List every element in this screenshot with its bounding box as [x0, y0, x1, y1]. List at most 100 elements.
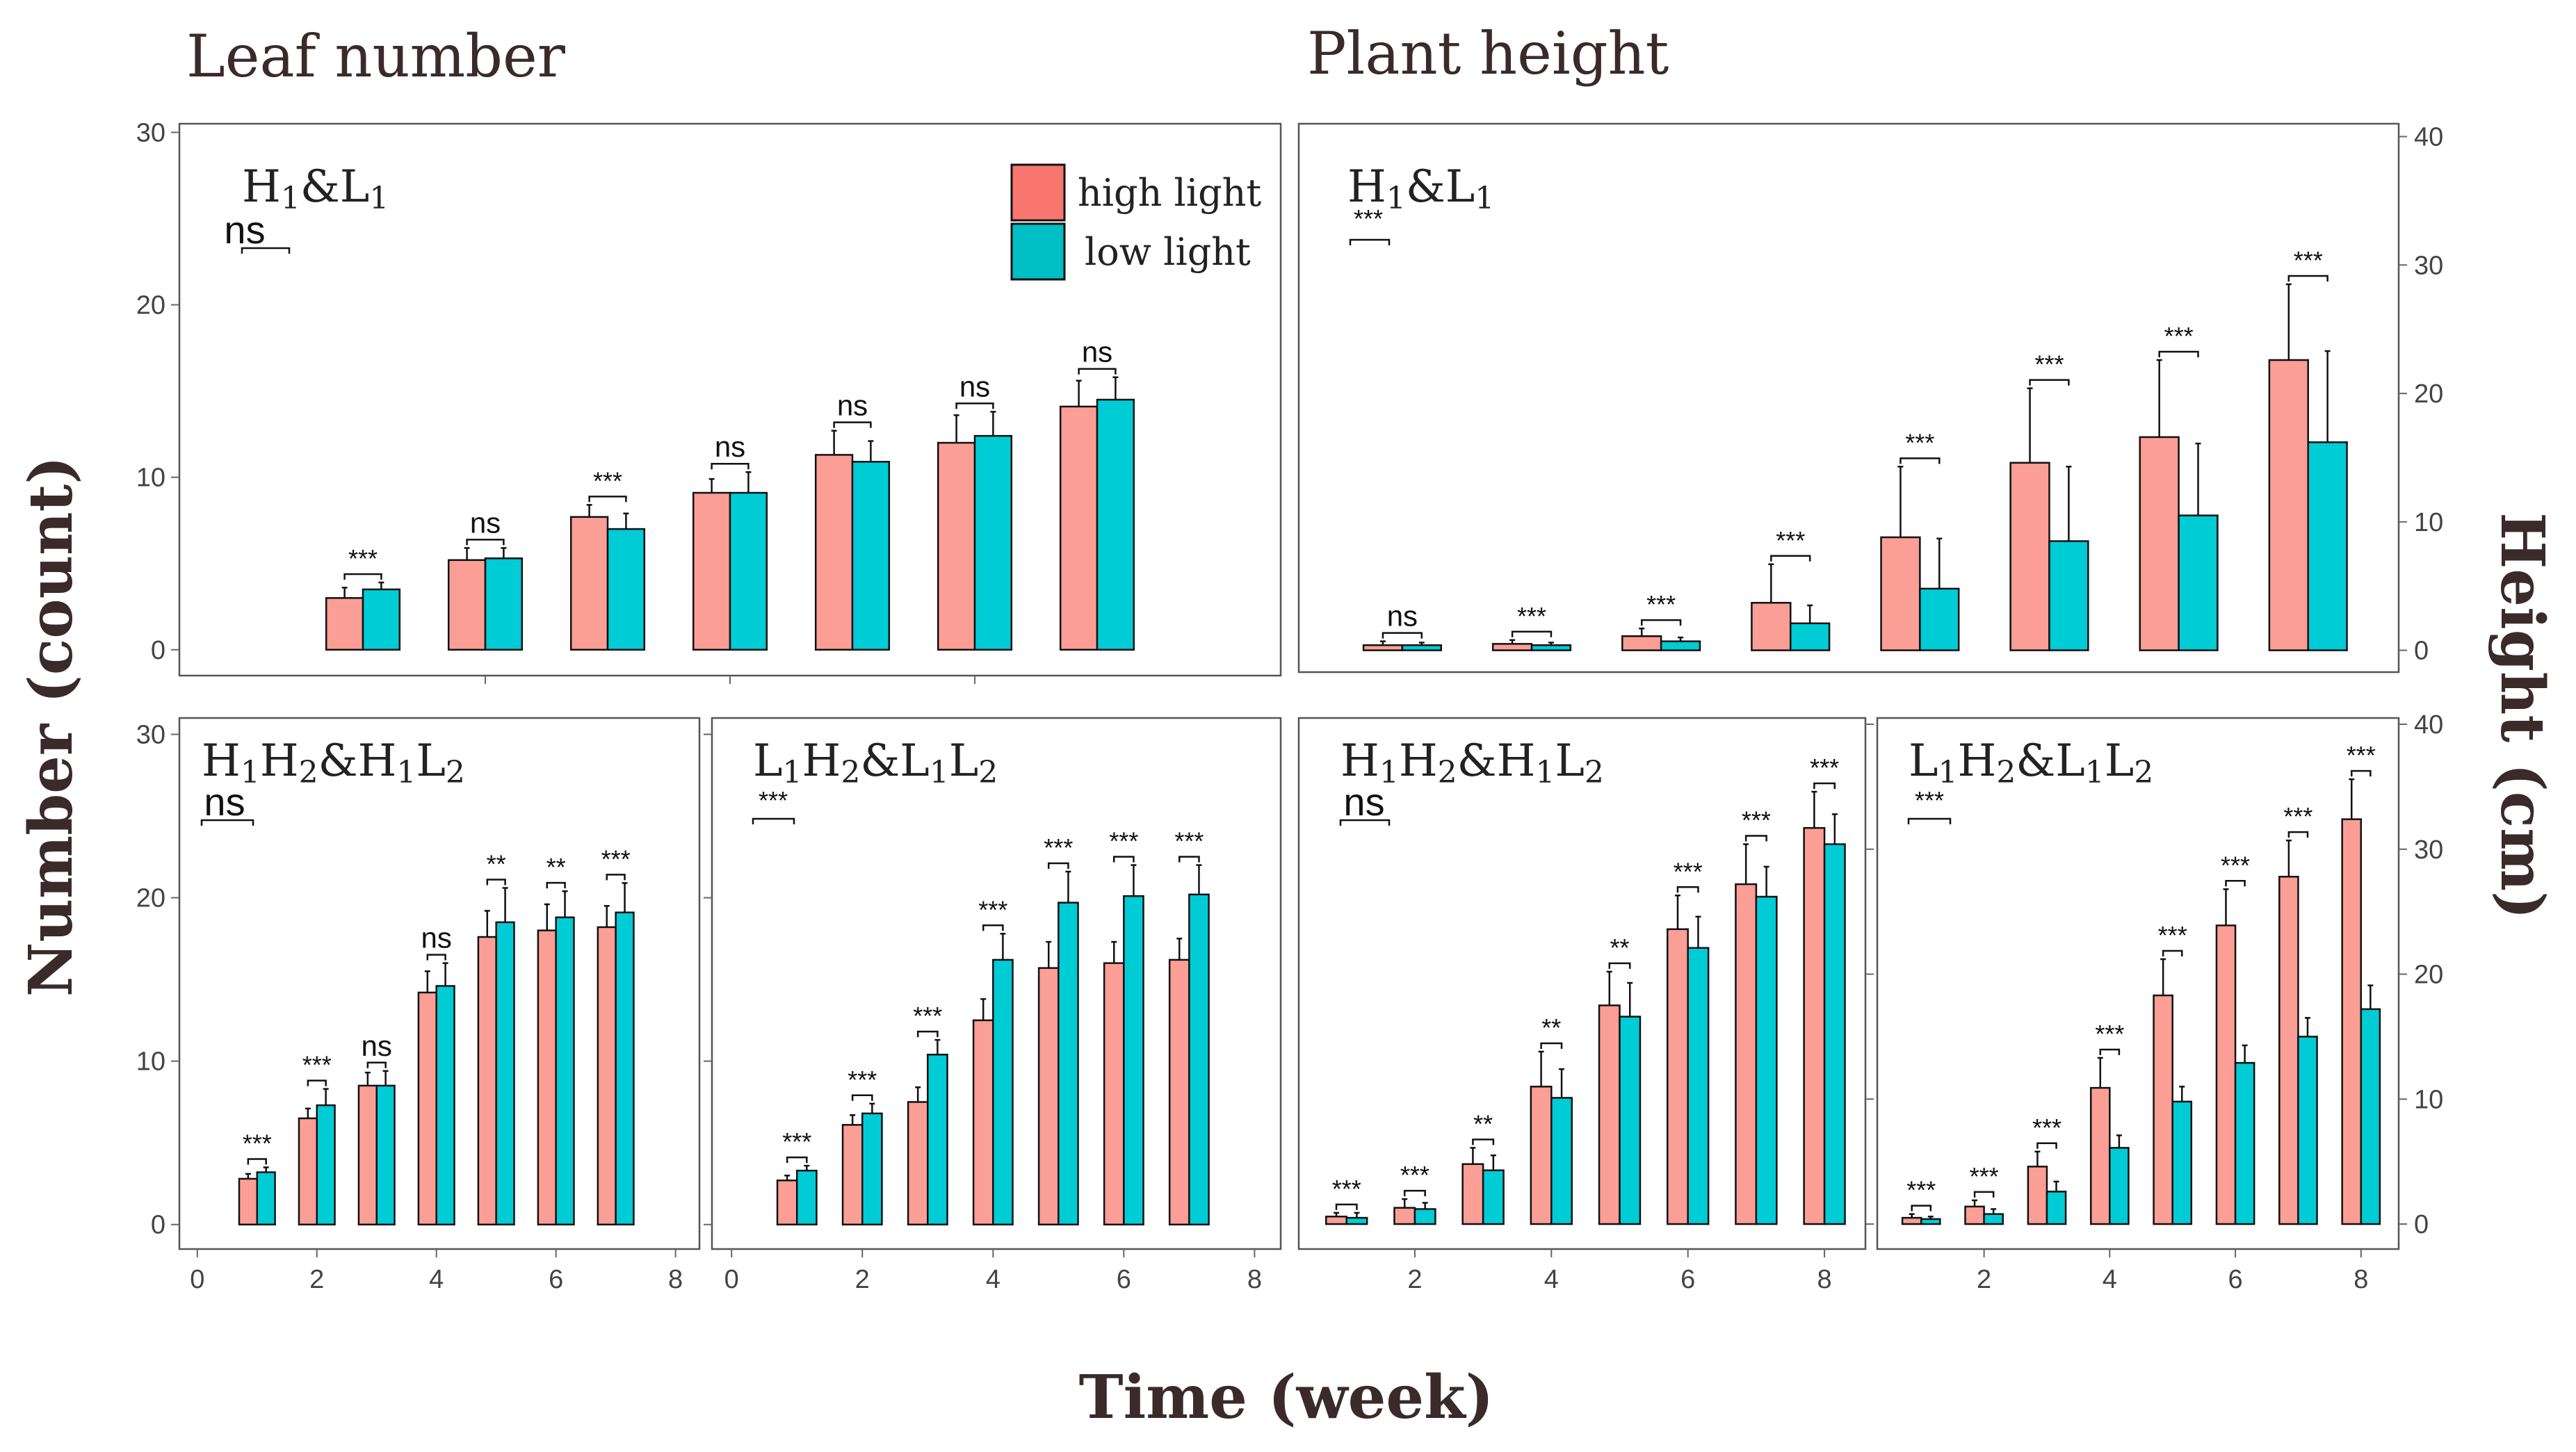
significance-bracket	[1640, 619, 1682, 626]
bar-low-light	[861, 1112, 883, 1225]
panel-label: H1H2&H1L2	[202, 735, 465, 790]
bar-low-light	[2046, 1191, 2067, 1225]
y-tick-label: 10	[2414, 508, 2443, 537]
bar-low-light	[362, 588, 401, 651]
significance-bracket	[1335, 1203, 1358, 1210]
bar-high-light	[1901, 1216, 1922, 1225]
significance-label: ***	[1646, 590, 1676, 619]
x-tick-label: 0	[190, 1265, 204, 1294]
leaf-number-title: Leaf number	[186, 22, 566, 90]
significance-bracket	[711, 462, 750, 470]
bar-low-light	[992, 959, 1014, 1225]
bar-low-light	[1919, 587, 1960, 651]
significance-label: ***	[1332, 1175, 1361, 1203]
bar-low-light	[1345, 1216, 1368, 1225]
significance-label: ns	[470, 506, 501, 539]
x-tick-label: 8	[2354, 1265, 2368, 1294]
significance-bracket	[2099, 1048, 2121, 1055]
bar-low-light	[555, 916, 575, 1225]
significance-label: **	[1610, 933, 1629, 962]
y-tick-label: 10	[136, 1047, 165, 1077]
bar-low-light	[495, 921, 515, 1225]
significance-label: **	[1473, 1109, 1493, 1138]
bar-high-light	[597, 926, 617, 1225]
bar-high-light	[814, 454, 854, 651]
bar-high-light	[1735, 883, 1758, 1225]
bar-high-light	[2341, 818, 2363, 1225]
bar-low-light	[1413, 1208, 1436, 1225]
bar-low-light	[2109, 1147, 2130, 1225]
bar-high-light	[692, 491, 731, 651]
significance-bracket	[546, 881, 566, 889]
x-tick-label: 6	[549, 1265, 563, 1294]
global-significance: ns	[224, 208, 265, 252]
significance-bracket	[2225, 880, 2246, 887]
global-significance: ***	[759, 786, 788, 815]
significance-label: ***	[848, 1066, 877, 1094]
bar-high-light	[417, 991, 437, 1225]
global-significance: ns	[1343, 780, 1384, 824]
global-significance: ***	[1915, 786, 1944, 815]
significance-bracket	[307, 1079, 327, 1086]
y-tick-label: 0	[151, 636, 165, 665]
bar-high-light	[238, 1177, 259, 1225]
bar-low-light	[1123, 895, 1144, 1225]
x-tick-label: 6	[2228, 1265, 2242, 1294]
plant-height-title: Plant height	[1307, 19, 1669, 88]
x-tick-label: 2	[1407, 1265, 1422, 1294]
bar-high-light	[537, 929, 557, 1225]
panel-label: L1H2&L1L2	[1909, 735, 2153, 790]
y-tick-label: 0	[2414, 637, 2429, 666]
significance-label: ***	[1810, 753, 1839, 782]
y-tick-label: 30	[136, 118, 165, 147]
global-significance: ***	[1354, 204, 1383, 233]
significance-bracket	[1472, 1139, 1495, 1145]
bar-low-light	[795, 1169, 818, 1225]
significance-label: ***	[1674, 857, 1703, 886]
significance-bracket	[1047, 862, 1069, 869]
significance-bracket	[1540, 1042, 1563, 1049]
panel-leaf-l1h2: 0 2 4 6 8*************** *** ***L1H2&L1L2***	[704, 717, 1282, 1294]
bar-high-light	[477, 936, 497, 1225]
significance-label: ***	[2221, 851, 2250, 879]
significance-label: ***	[348, 544, 378, 573]
significance-label: ***	[1400, 1161, 1429, 1189]
bar-high-light	[1621, 635, 1662, 651]
significance-label: ***	[2095, 1020, 2124, 1048]
bar-high-light	[1059, 405, 1099, 651]
y-tick-label: 20	[2414, 380, 2443, 409]
y-tick-label: 10	[136, 464, 165, 493]
y-tick-label: 0	[151, 1211, 165, 1240]
bar-high-light	[1103, 962, 1125, 1225]
significance-label: ***	[978, 895, 1007, 924]
significance-label: **	[1541, 1013, 1561, 1042]
bar-low-light	[2360, 1008, 2381, 1225]
bar-low-light	[1550, 1097, 1573, 1225]
legend: high light low light	[1010, 163, 1261, 281]
significance-label: ***	[2034, 350, 2064, 379]
x-tick-label: 4	[429, 1265, 444, 1294]
bar-high-light	[1491, 643, 1533, 651]
significance-bracket	[1744, 835, 1767, 842]
bar-high-light	[1803, 826, 1826, 1225]
bar-high-light	[1666, 928, 1689, 1225]
significance-label: ns	[1082, 336, 1112, 368]
significance-label: ***	[1742, 806, 1771, 835]
global-bracket	[241, 247, 291, 254]
bar-low-light	[1789, 622, 1831, 651]
significance-label: ***	[243, 1129, 272, 1157]
significance-bracket	[2158, 350, 2199, 357]
significance-bracket	[466, 539, 505, 546]
significance-label: ***	[2294, 246, 2323, 275]
panel-label: L1H2&L1L2	[753, 735, 998, 790]
bar-high-light	[1037, 967, 1060, 1225]
bar-high-light	[2153, 994, 2173, 1225]
panel-label: H1&L1	[242, 161, 389, 216]
global-bracket	[200, 819, 254, 826]
bar-high-light	[2009, 462, 2050, 651]
bar-high-light	[1530, 1086, 1553, 1225]
bar-low-light	[1920, 1218, 1941, 1225]
